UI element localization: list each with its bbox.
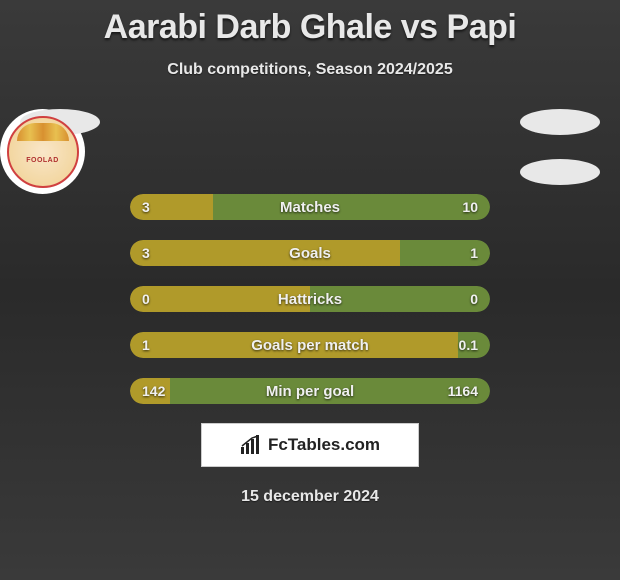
stat-value-left: 142 [142,378,165,404]
stat-row: Hattricks0 0 [130,286,490,312]
stat-label: Goals per match [130,332,490,358]
stats-area: FOOLAD Matches310Goals31Hattricks00Goals… [0,109,620,404]
club-badge-arc [17,123,69,141]
stat-value-left: 3 [142,240,150,266]
stat-value-left: 1 [142,332,150,358]
comparison-bars: Matches310Goals31Hattricks00Goals per ma… [130,194,490,404]
avatar-placeholder-right-2 [520,159,600,185]
stat-row: Min per goal142 1164 [130,378,490,404]
stat-row: Goals per match1 0.1 [130,332,490,358]
stat-value-right: 0.1 [459,332,478,358]
date-label: 15 december 2024 [0,488,620,506]
club-badge-inner: FOOLAD [7,116,79,188]
stat-label: Hattricks [130,286,490,312]
stat-value-left: 0 [142,286,150,312]
stat-row: Goals3 1 [130,240,490,266]
stat-value-right: 0 [470,286,478,312]
page-subtitle: Club competitions, Season 2024/2025 [0,61,620,79]
stat-label: Matches [130,194,490,220]
brand-badge[interactable]: FcTables.com [202,424,418,466]
avatar-placeholder-right-1 [520,109,600,135]
stat-value-left: 3 [142,194,150,220]
stat-row: Matches3 10 [130,194,490,220]
club-badge-label: FOOLAD [26,157,59,164]
stat-label: Goals [130,240,490,266]
stat-value-right: 1164 [448,378,478,404]
stat-label: Min per goal [130,378,490,404]
page-title: Aarabi Darb Ghale vs Papi [0,0,620,47]
brand-text: FcTables.com [268,435,380,455]
chart-icon [240,435,262,455]
stat-value-right: 10 [462,194,478,220]
stat-value-right: 1 [470,240,478,266]
